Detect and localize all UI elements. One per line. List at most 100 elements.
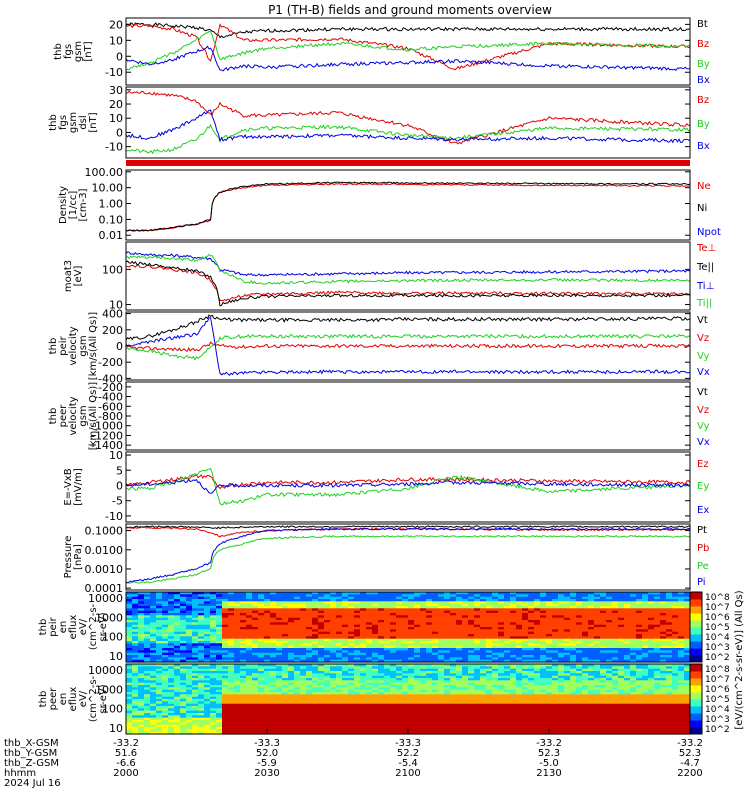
spec-cell <box>198 610 205 614</box>
spec-cell <box>372 666 379 670</box>
spec-cell <box>606 657 613 661</box>
spec-cell <box>510 613 517 616</box>
spec-cell <box>222 724 229 728</box>
spec-cell <box>318 703 325 707</box>
spec-cell <box>360 678 367 681</box>
spec-cell <box>216 655 223 658</box>
spec-cell <box>498 687 505 691</box>
spec-cell <box>234 692 241 695</box>
spec-cell <box>426 687 433 691</box>
spec-cell <box>558 599 565 602</box>
spec-cell <box>414 689 421 693</box>
spec-cell <box>456 675 463 679</box>
spec-cell <box>240 596 247 600</box>
spec-cell <box>240 706 247 709</box>
spec-cell <box>438 682 445 686</box>
spec-cell <box>342 599 349 602</box>
spec-cell <box>264 685 271 688</box>
spec-cell <box>228 729 235 733</box>
spec-cell <box>624 648 631 651</box>
spec-cell <box>318 685 325 688</box>
spec-cell <box>654 624 661 628</box>
spec-cell <box>402 675 409 679</box>
spec-cell <box>360 701 367 705</box>
spec-cell <box>486 652 493 656</box>
spec-cell <box>228 641 235 644</box>
spec-cell <box>462 655 469 658</box>
spec-cell <box>504 699 511 702</box>
spec-cell <box>480 610 487 614</box>
spec-cell <box>324 615 331 619</box>
spec-cell <box>390 645 397 649</box>
spec-cell <box>132 652 139 656</box>
spec-cell <box>654 610 661 614</box>
spec-cell <box>402 717 409 721</box>
spec-cell <box>594 599 601 602</box>
spec-cell <box>432 650 439 654</box>
spec-cell <box>348 722 355 726</box>
spec-cell <box>198 724 205 728</box>
spec-cell <box>504 620 511 623</box>
spec-cell <box>390 664 397 667</box>
spec-cell <box>294 713 301 716</box>
spec-cell <box>666 624 673 628</box>
legend-Ni: Ni <box>697 203 707 214</box>
spec-cell <box>546 594 553 598</box>
spec-cell <box>396 722 403 726</box>
spec-cell <box>570 610 577 614</box>
spec-cell <box>348 652 355 656</box>
spec-cell <box>246 601 253 605</box>
spec-cell <box>462 703 469 707</box>
spec-cell <box>366 638 373 642</box>
spec-cell <box>522 650 529 654</box>
spec-cell <box>342 689 349 693</box>
spec-cell <box>408 701 415 705</box>
spec-cell <box>438 706 445 709</box>
spec-cell <box>408 599 415 602</box>
spec-cell <box>354 624 361 628</box>
spec-cell <box>132 706 139 709</box>
spec-cell <box>528 655 535 658</box>
spec-cell <box>210 699 217 702</box>
spec-cell <box>468 657 475 661</box>
spec-cell <box>168 722 175 726</box>
spec-cell <box>660 601 667 605</box>
spec-cell <box>366 696 373 700</box>
spec-cell <box>186 613 193 616</box>
spec-cell <box>192 627 199 630</box>
spec-cell <box>288 594 295 598</box>
spec-cell <box>474 652 481 656</box>
spec-cell <box>210 610 217 614</box>
spec-cell <box>414 627 421 630</box>
spec-cell <box>336 627 343 630</box>
spec-cell <box>204 724 211 728</box>
spec-cell <box>198 652 205 656</box>
spec-cell <box>576 645 583 649</box>
spec-cell <box>396 694 403 698</box>
spec-cell <box>384 682 391 686</box>
spec-cell <box>300 689 307 693</box>
spec-cell <box>522 620 529 623</box>
spec-cell <box>414 645 421 649</box>
spec-cell <box>258 715 265 719</box>
spec-cell <box>420 731 427 735</box>
spec-cell <box>348 678 355 681</box>
spec-cell <box>174 603 181 607</box>
spec-cell <box>240 659 247 663</box>
spec-cell <box>366 666 373 670</box>
spec-cell <box>426 722 433 726</box>
spec-cell <box>348 673 355 677</box>
spec-cell <box>156 673 163 677</box>
spec-cell <box>522 603 529 607</box>
spec-cell <box>480 724 487 728</box>
spec-cell <box>240 655 247 658</box>
spec-cell <box>156 720 163 723</box>
spec-cell <box>312 624 319 628</box>
spec-cell <box>312 620 319 623</box>
spec-cell <box>564 601 571 605</box>
spec-cell <box>432 710 439 714</box>
spec-cell <box>174 617 181 621</box>
spec-cell <box>252 659 259 663</box>
spec-cell <box>408 710 415 714</box>
spec-cell <box>378 687 385 691</box>
